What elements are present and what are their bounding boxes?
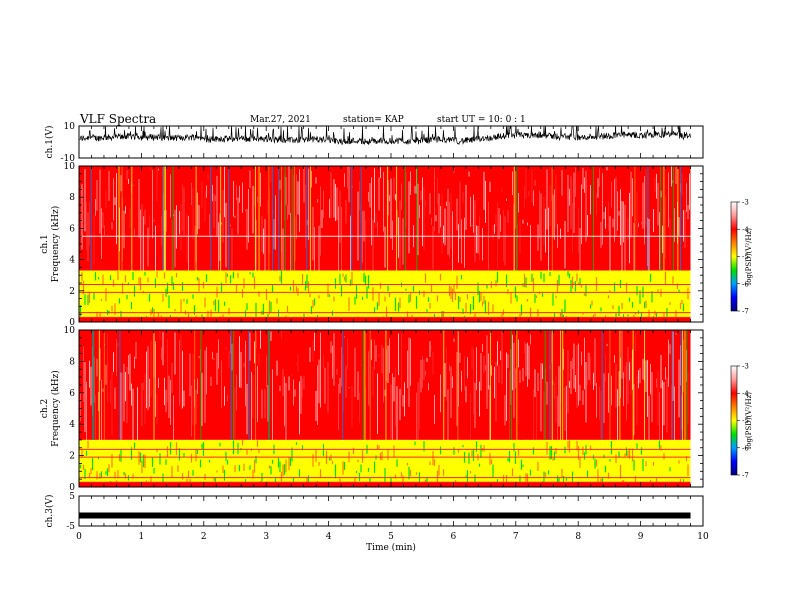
x-axis-label: Time (min) [366,542,416,553]
colorbar-tick-label: -3 [742,363,749,371]
x-tick-label: 2 [201,532,207,542]
y-axis-channel-label: ch.2 [40,399,50,418]
x-tick-label: 4 [326,532,332,542]
ch3-waveform-trace [79,512,691,519]
start-time-label: start UT = 10: 0 : 1 [437,115,526,125]
station-label: station= KAP [343,115,404,125]
colorbar-ch2: -3 -4 -5 -6 -7 log(PSD)(V²/Hz) [730,363,753,480]
colorbar-tick-label: -4 [742,390,749,398]
colorbar-tick-label: -6 [742,444,749,452]
time-axis: 0 1 2 3 4 5 6 7 8 9 10 Time (min) [76,532,709,553]
spectrogram-base-band [79,482,691,487]
colorbar-bar [730,201,738,312]
date-label: Mar.27, 2021 [250,115,311,125]
x-tick-label: 7 [513,532,519,542]
y-tick-label: 0 [69,318,75,328]
x-tick-label: 6 [451,532,457,542]
colorbar-ch1: -3 -4 -5 -6 -7 log(PSD)(V²/Hz) [730,199,753,316]
ch2-spectrogram-panel: 0 2 4 6 8 10 ch.2 Frequency (kHz) [40,326,704,493]
y-tick-label: 6 [69,389,75,399]
panel-frame [78,495,704,527]
chart-title: VLF Spectra [80,112,157,126]
ch1-waveform-panel: 10 -10 ch.1(V) [44,122,704,164]
y-tick-label: 8 [69,193,75,203]
y-axis-channel-label: ch.1 [40,234,50,253]
colorbar-tick-label: -7 [742,472,749,480]
x-tick-label: 8 [575,532,581,542]
y-tick-label: 10 [64,326,76,336]
y-axis-frequency-label: Frequency (kHz) [50,206,61,283]
x-tick-label: 0 [76,532,82,542]
x-tick-label: 3 [263,532,269,542]
ch3-y-axis-label: ch.3(V) [44,495,55,528]
ch1-y-axis-label: ch.1(V) [44,126,55,159]
y-tick-label: 0 [69,483,75,493]
ch3-waveform-panel: 5 -5 ch.3(V) [44,492,704,532]
y-tick-label: 4 [69,256,75,266]
colorbar-tick-label: -6 [742,280,749,288]
x-tick-label: 1 [139,532,145,542]
y-tick-label: 8 [69,357,75,367]
ch1-spectrogram-panel: 0 2 4 6 8 10 ch.1 Frequency (kHz) [40,162,704,328]
y-tick-label: 6 [69,224,75,234]
y-tick-label: 10 [64,162,76,172]
colorbar-bar [730,365,738,476]
spectrogram-base-band [79,317,691,322]
y-tick-label: 2 [69,287,75,297]
ch1-waveform-trace [79,125,691,146]
colorbar-label: log(PSD)(V²/Hz) [745,392,753,449]
colorbar-tick-label: -4 [742,226,749,234]
y-tick-label: 5 [69,492,75,502]
y-tick-label: -10 [61,154,76,164]
colorbar-label: log(PSD)(V²/Hz) [745,228,753,285]
colorbar-tick-label: -3 [742,199,749,207]
y-tick-label: 4 [69,420,75,430]
y-axis-frequency-label: Frequency (kHz) [50,370,61,447]
colorbar-tick-label: -7 [742,308,749,316]
colorbar-tick-label: -5 [742,417,749,425]
y-tick-label: -5 [66,522,75,532]
panel-frame [78,125,704,159]
x-tick-label: 10 [697,532,709,542]
y-tick-label: 2 [69,452,75,462]
x-tick-label: 5 [388,532,394,542]
y-tick-label: 10 [64,122,76,132]
x-tick-label: 9 [638,532,644,542]
spectrogram-low-band [79,270,691,318]
colorbar-tick-label: -5 [742,253,749,261]
